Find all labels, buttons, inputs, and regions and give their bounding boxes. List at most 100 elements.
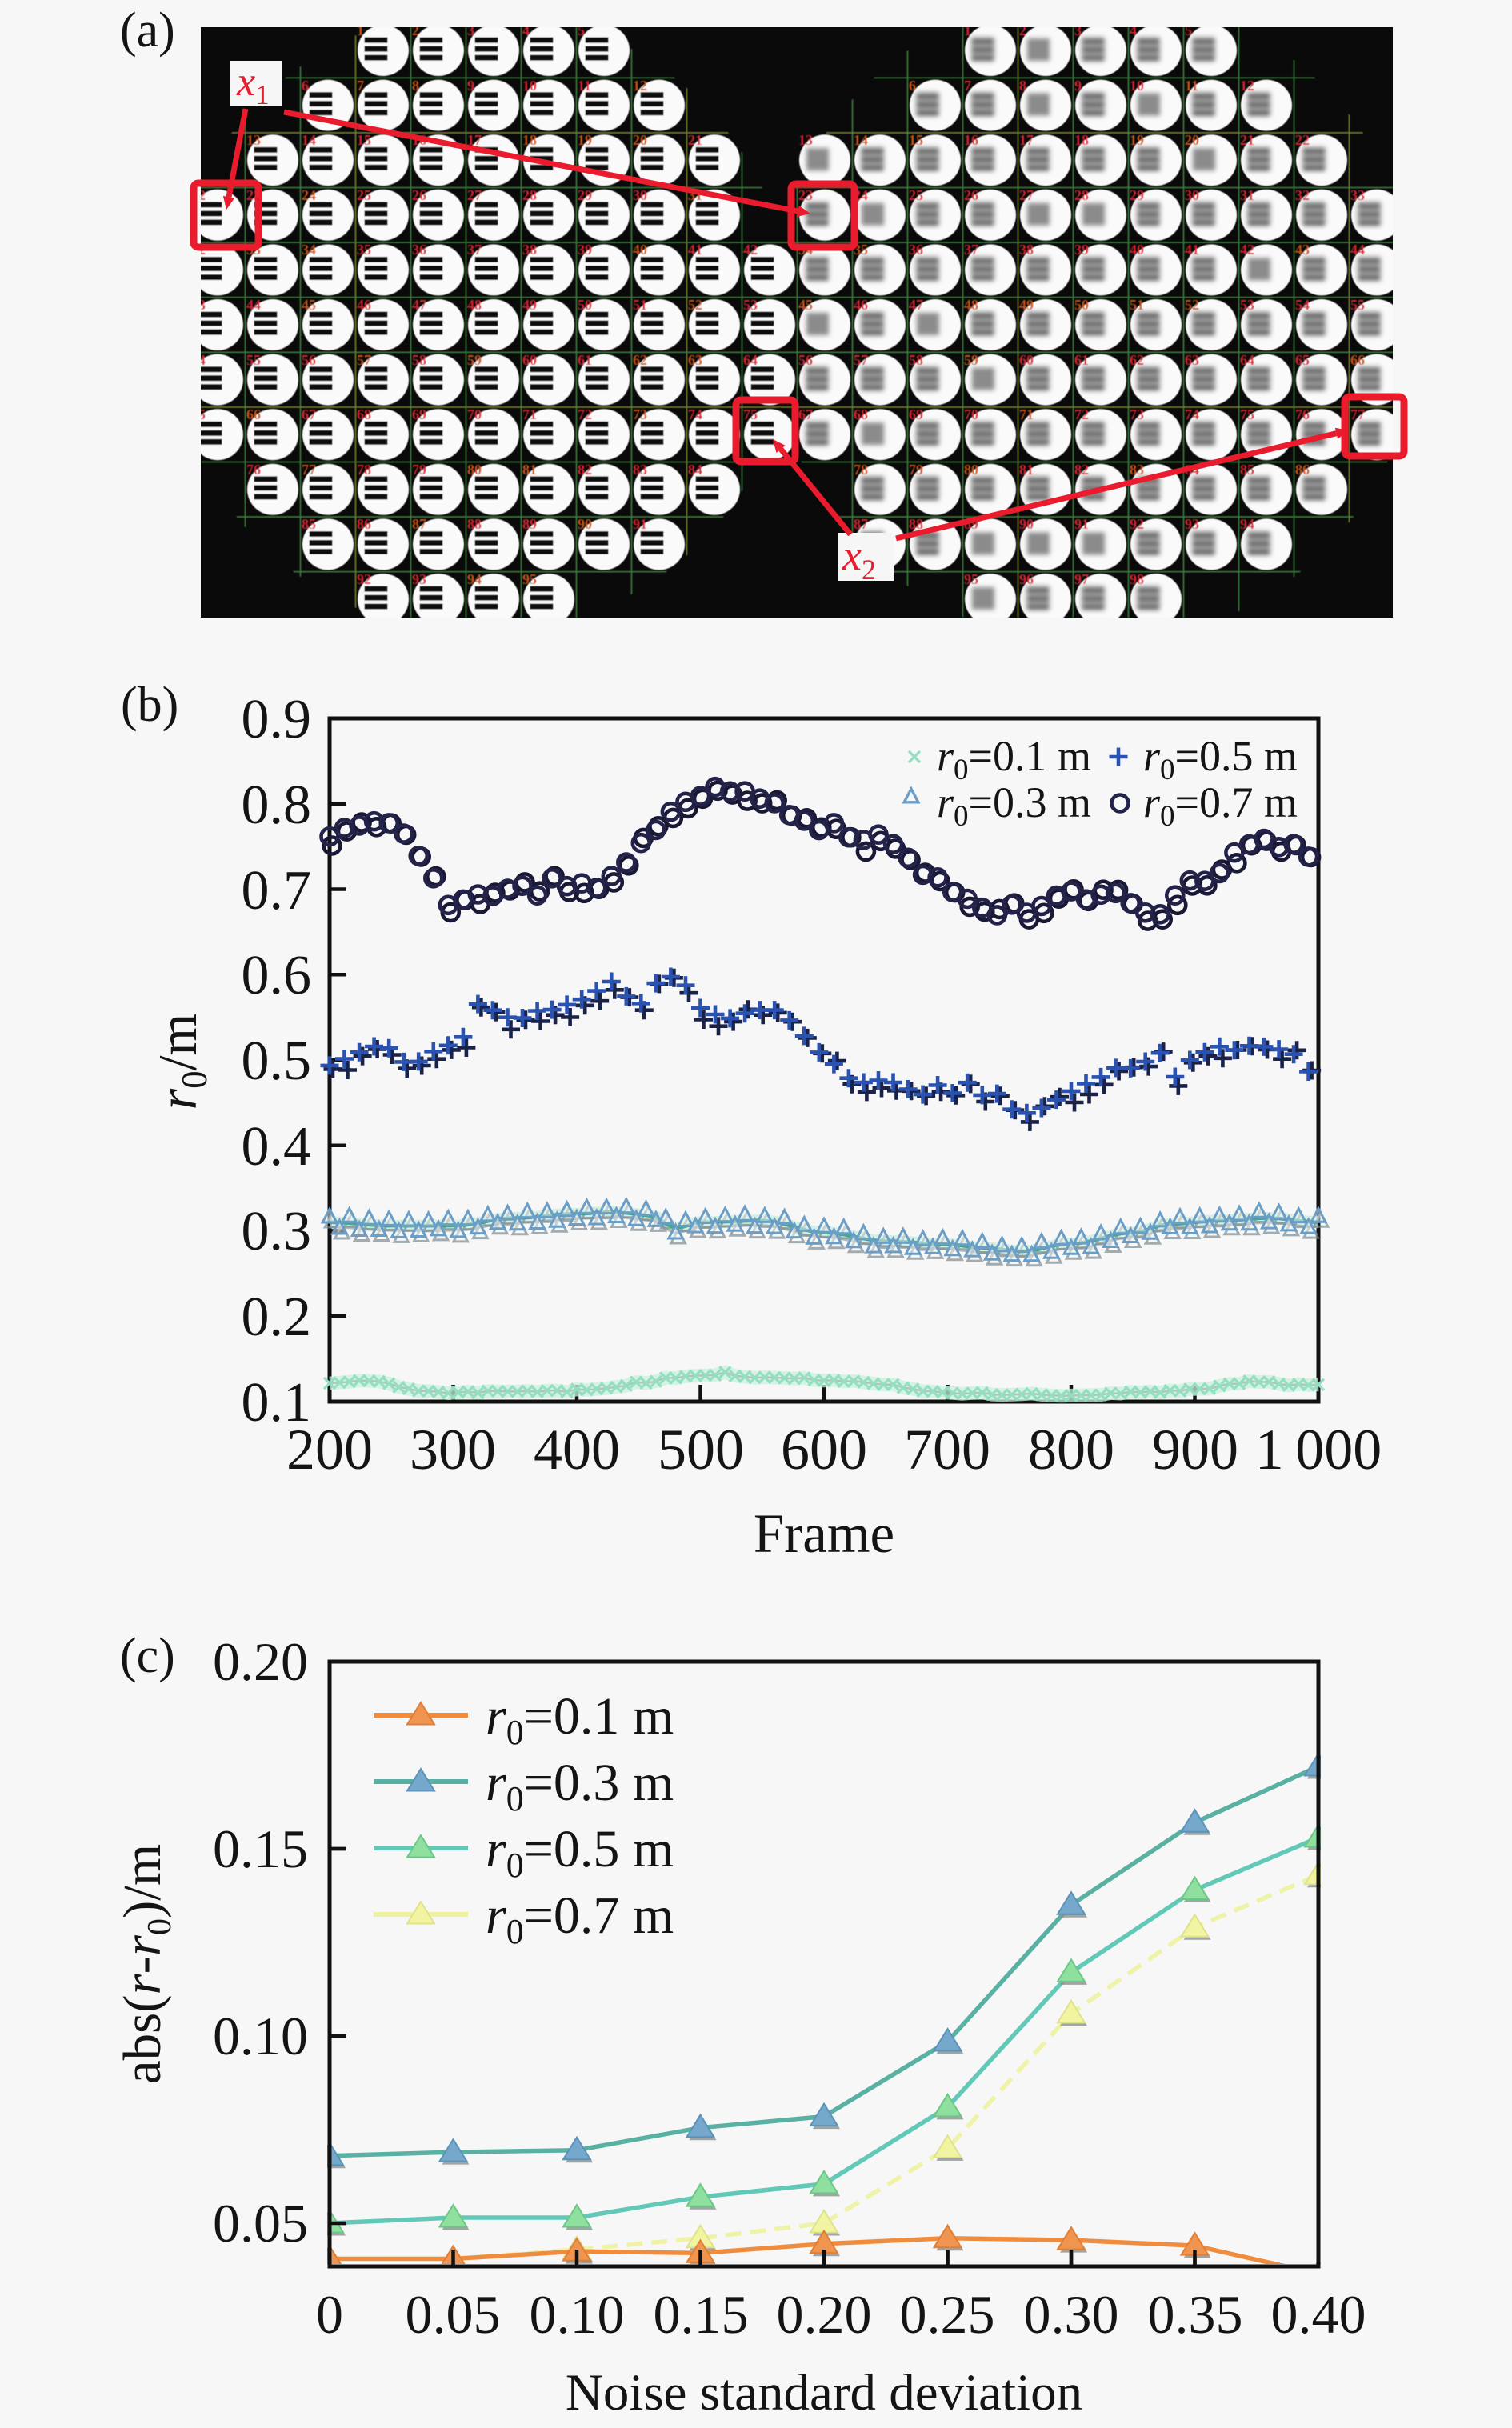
svg-text:67: 67 — [302, 406, 316, 422]
svg-text:0.10: 0.10 — [530, 2284, 625, 2345]
svg-text:15: 15 — [909, 132, 923, 148]
svg-text:11: 11 — [578, 78, 591, 94]
svg-text:41: 41 — [688, 242, 702, 258]
svg-text:26: 26 — [412, 187, 426, 203]
svg-text:43: 43 — [191, 297, 206, 313]
svg-text:28: 28 — [522, 187, 537, 203]
svg-text:(a): (a) — [120, 3, 175, 58]
svg-text:37: 37 — [964, 242, 978, 258]
svg-text:800: 800 — [1028, 1418, 1114, 1482]
svg-text:0.3: 0.3 — [242, 1201, 312, 1262]
svg-text:Noise standard deviation: Noise standard deviation — [566, 2364, 1082, 2422]
svg-text:0.2: 0.2 — [242, 1286, 312, 1348]
svg-text:77: 77 — [302, 462, 316, 478]
svg-text:69: 69 — [909, 406, 923, 422]
svg-text:0.05: 0.05 — [406, 2284, 501, 2345]
svg-text:700: 700 — [904, 1418, 990, 1482]
svg-text:70: 70 — [467, 406, 482, 422]
svg-text:5: 5 — [578, 22, 585, 38]
svg-text:59: 59 — [467, 352, 482, 368]
svg-text:62: 62 — [633, 352, 647, 368]
svg-text:0.10: 0.10 — [213, 2006, 308, 2066]
svg-text:49: 49 — [1019, 297, 1034, 313]
svg-text:6: 6 — [302, 78, 309, 94]
svg-text:15: 15 — [357, 132, 371, 148]
svg-text:93: 93 — [412, 571, 426, 587]
svg-text:0: 0 — [316, 2284, 343, 2345]
svg-text:23: 23 — [798, 187, 813, 203]
svg-text:56: 56 — [302, 352, 316, 368]
svg-text:20: 20 — [1185, 132, 1199, 148]
svg-text:78: 78 — [357, 462, 371, 478]
svg-text:14: 14 — [302, 132, 316, 148]
svg-text:10: 10 — [522, 78, 537, 94]
svg-text:54: 54 — [191, 352, 206, 368]
svg-text:2: 2 — [412, 22, 419, 38]
svg-text:(b): (b) — [121, 678, 178, 732]
svg-text:0.40: 0.40 — [1271, 2284, 1366, 2345]
svg-text:11: 11 — [1185, 78, 1198, 94]
svg-text:7: 7 — [357, 78, 364, 94]
svg-text:38: 38 — [522, 242, 537, 258]
svg-text:29: 29 — [1130, 187, 1144, 203]
svg-text:12: 12 — [633, 78, 647, 94]
svg-text:Frame: Frame — [754, 1503, 894, 1564]
svg-text:29: 29 — [578, 187, 592, 203]
svg-text:0.8: 0.8 — [242, 774, 312, 836]
svg-text:66: 66 — [246, 406, 261, 422]
svg-text:47: 47 — [412, 297, 426, 313]
svg-text:55: 55 — [246, 352, 261, 368]
svg-text:54: 54 — [1295, 297, 1310, 313]
svg-text:28: 28 — [1074, 187, 1089, 203]
svg-text:0.5: 0.5 — [242, 1030, 312, 1092]
svg-text:0.35: 0.35 — [1148, 2284, 1243, 2345]
svg-text:900: 900 — [1152, 1418, 1238, 1482]
svg-text:r0=0.1 m: r0=0.1 m — [937, 732, 1091, 786]
svg-text:85: 85 — [302, 516, 316, 532]
svg-text:75: 75 — [743, 406, 758, 422]
svg-text:85: 85 — [1240, 462, 1254, 478]
svg-text:96: 96 — [1019, 571, 1034, 587]
svg-text:98: 98 — [1130, 571, 1144, 587]
svg-text:53: 53 — [743, 297, 758, 313]
svg-text:4: 4 — [1130, 22, 1137, 38]
svg-text:94: 94 — [1240, 516, 1254, 532]
svg-text:75: 75 — [1240, 406, 1254, 422]
svg-text:64: 64 — [743, 352, 758, 368]
svg-text:67: 67 — [798, 406, 813, 422]
svg-text:71: 71 — [1019, 406, 1034, 422]
svg-text:13: 13 — [798, 132, 813, 148]
svg-text:0.15: 0.15 — [213, 1818, 308, 1879]
svg-text:r0/m: r0/m — [147, 1014, 214, 1110]
svg-text:45: 45 — [798, 297, 813, 313]
svg-text:71: 71 — [522, 406, 537, 422]
svg-text:r0=0.7 m: r0=0.7 m — [1143, 778, 1298, 833]
svg-text:74: 74 — [1185, 406, 1199, 422]
svg-text:30: 30 — [1185, 187, 1199, 203]
svg-text:20: 20 — [633, 132, 647, 148]
svg-text:36: 36 — [909, 242, 923, 258]
svg-text:46: 46 — [357, 297, 371, 313]
svg-text:13: 13 — [246, 132, 261, 148]
svg-text:24: 24 — [302, 187, 316, 203]
svg-text:73: 73 — [633, 406, 647, 422]
svg-text:36: 36 — [412, 242, 426, 258]
svg-text:77: 77 — [1350, 406, 1365, 422]
svg-text:r0=0.5 m: r0=0.5 m — [1143, 732, 1298, 786]
svg-text:88: 88 — [909, 516, 923, 532]
svg-text:52: 52 — [688, 297, 702, 313]
svg-text:12: 12 — [1240, 78, 1254, 94]
svg-text:87: 87 — [854, 516, 868, 532]
svg-text:17: 17 — [1019, 132, 1034, 148]
svg-text:27: 27 — [1019, 187, 1034, 203]
svg-text:32: 32 — [1295, 187, 1310, 203]
svg-text:76: 76 — [246, 462, 261, 478]
svg-text:25: 25 — [357, 187, 371, 203]
svg-text:400: 400 — [534, 1418, 620, 1482]
svg-text:52: 52 — [1185, 297, 1199, 313]
svg-text:35: 35 — [357, 242, 371, 258]
svg-text:79: 79 — [412, 462, 426, 478]
svg-text:51: 51 — [633, 297, 647, 313]
svg-text:64: 64 — [1240, 352, 1254, 368]
svg-text:r0=0.3 m: r0=0.3 m — [486, 1754, 674, 1818]
